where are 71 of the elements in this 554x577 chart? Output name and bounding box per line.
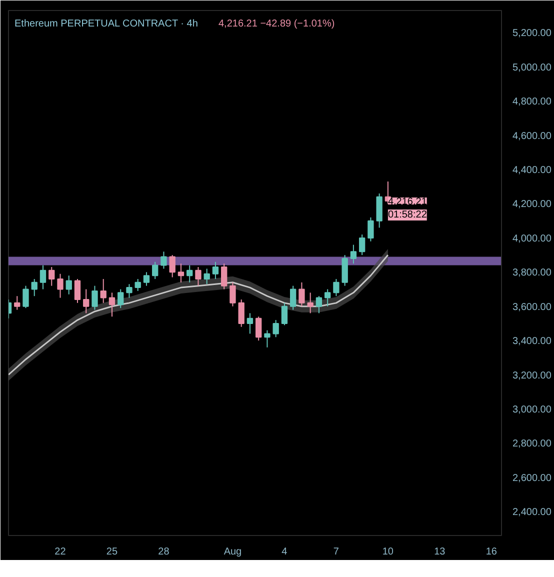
y-tick-label: 4,800.00	[512, 96, 552, 108]
candlestick	[134, 278, 141, 292]
candlestick	[298, 282, 305, 307]
candlestick	[14, 296, 20, 310]
candlestick	[66, 275, 72, 295]
x-tick-label: 4	[282, 546, 288, 558]
candlestick	[108, 292, 116, 318]
candlestick	[358, 234, 366, 256]
candlestick	[212, 261, 219, 280]
candlestick	[48, 266, 55, 286]
candlestick	[195, 266, 202, 286]
y-tick-label: 2,600.00	[512, 472, 552, 484]
y-tick-label: 3,400.00	[512, 336, 552, 348]
annotation: 01:58:22	[388, 209, 428, 220]
candlestick	[238, 299, 244, 328]
candlestick	[178, 263, 184, 283]
y-tick-label: 5,000.00	[512, 62, 552, 74]
candlestick	[272, 320, 279, 338]
x-tick-label: 16	[486, 546, 498, 558]
y-tick-label: 3,800.00	[512, 268, 552, 279]
y-tick-label: 5,200.00	[512, 28, 552, 40]
candlestick	[126, 284, 132, 298]
candlestick	[31, 278, 38, 297]
candlestick	[342, 254, 348, 286]
candlestick	[368, 216, 374, 242]
y-tick-label: 3,000.00	[512, 404, 552, 416]
candlestick	[186, 264, 193, 283]
y-tick-label: 2,800.00	[512, 438, 552, 450]
candlestick	[160, 251, 167, 270]
y-tick-label: 4,000.00	[512, 233, 552, 244]
y-tick-label: 4,600.00	[512, 130, 552, 142]
candlestick	[324, 288, 331, 307]
candlestick	[83, 288, 90, 314]
candlestick	[350, 244, 357, 264]
y-tick-label: 4,200.00	[512, 199, 552, 210]
annotation: 4,216.21 −42.89 (−1.01%)	[218, 18, 335, 30]
candlestick	[307, 292, 314, 314]
x-tick-label: 7	[333, 546, 340, 558]
candlestick	[100, 278, 106, 304]
x-tick-label: 28	[158, 546, 170, 558]
candlestick	[290, 285, 296, 310]
candlestick	[256, 316, 262, 342]
candlestick	[264, 330, 270, 348]
y-tick-label: 3,200.00	[512, 370, 552, 382]
y-tick-label: 4,400.00	[512, 165, 552, 176]
candlestick	[169, 254, 176, 278]
candlestick	[74, 278, 81, 304]
candlestick	[22, 285, 29, 309]
x-tick-label: 10	[382, 546, 394, 558]
candlestick	[118, 288, 124, 309]
candlestick	[376, 192, 382, 228]
candlestick	[92, 285, 98, 310]
candlestick	[57, 273, 64, 298]
candlestick	[246, 312, 254, 334]
candlestick	[143, 272, 150, 286]
y-tick-label: 3,600.00	[512, 302, 552, 313]
candlestick	[316, 296, 322, 314]
y-tick-label: 2,400.00	[512, 507, 552, 518]
candlestick	[333, 278, 340, 297]
candlestick	[204, 268, 210, 285]
candlestick	[230, 282, 236, 307]
candlestick	[281, 302, 288, 326]
candlestick	[152, 261, 158, 280]
x-tick-label: Aug	[224, 546, 242, 558]
x-tick-label: 25	[106, 546, 118, 558]
x-tick-label: 22	[54, 546, 66, 558]
text: Ethereum PERPETUAL CONTRACT · 4h	[14, 18, 198, 30]
annotation: 4,216.21	[388, 196, 428, 208]
candlestick	[221, 263, 228, 290]
x-tick-label: 13	[434, 546, 446, 558]
candlestick	[40, 264, 46, 290]
